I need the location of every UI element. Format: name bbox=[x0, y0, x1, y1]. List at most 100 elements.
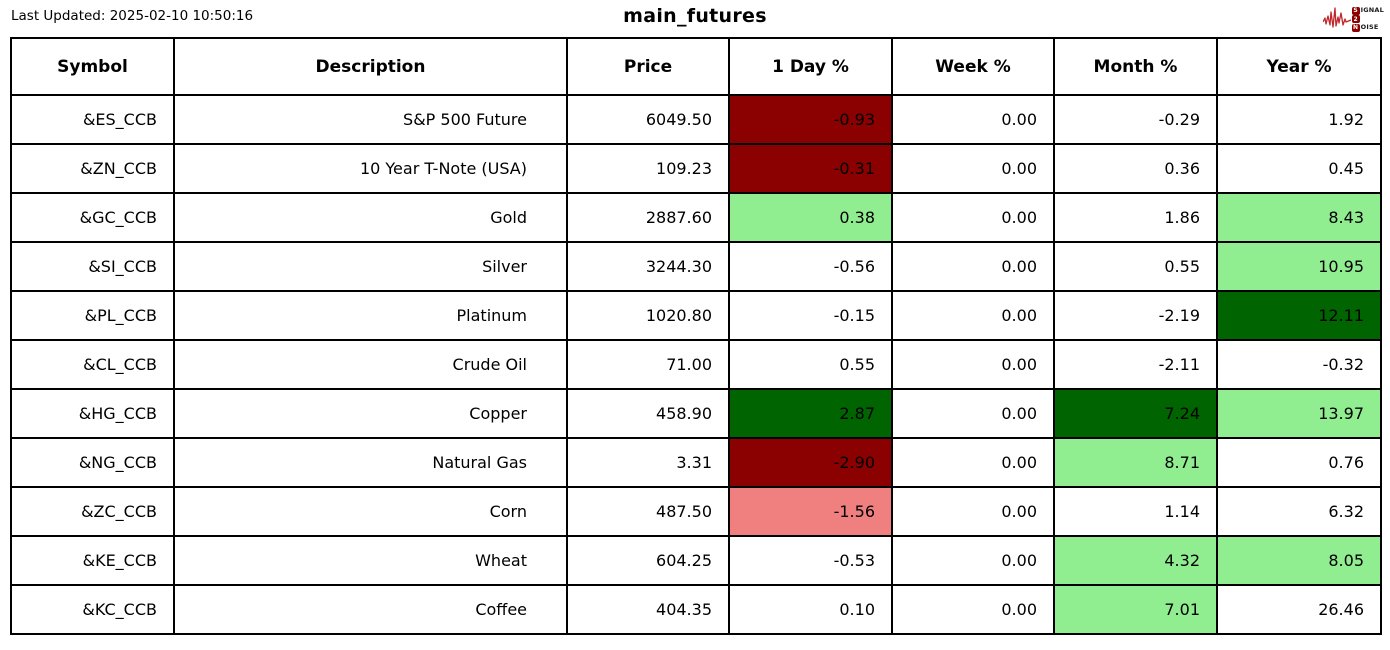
column-header-price: Price bbox=[566, 37, 730, 96]
table-row: &NG_CCB Natural Gas 3.31 -2.90 0.00 8.71 0.76 bbox=[10, 437, 1382, 488]
page-title: main_futures bbox=[623, 5, 767, 27]
cell-symbol: &SI_CCB bbox=[10, 241, 175, 292]
cell-1day-pct: 2.87 bbox=[728, 388, 893, 439]
cell-description: Copper bbox=[173, 388, 568, 439]
cell-1day-pct: 0.38 bbox=[728, 192, 893, 243]
cell-month-pct: 7.01 bbox=[1053, 584, 1218, 635]
signal-2-noise-logo: S IGNAL 2 N OISE bbox=[1322, 3, 1384, 35]
cell-week-pct: 0.00 bbox=[891, 192, 1055, 243]
logo-badge-n: N bbox=[1351, 23, 1360, 32]
cell-week-pct: 0.00 bbox=[891, 241, 1055, 292]
cell-price: 458.90 bbox=[566, 388, 730, 439]
cell-week-pct: 0.00 bbox=[891, 290, 1055, 341]
cell-month-pct: 1.86 bbox=[1053, 192, 1218, 243]
cell-price: 2887.60 bbox=[566, 192, 730, 243]
cell-week-pct: 0.00 bbox=[891, 339, 1055, 390]
cell-year-pct: 26.46 bbox=[1216, 584, 1382, 635]
table-body: &ES_CCB S&P 500 Future 6049.50 -0.93 0.00 -0.… bbox=[10, 94, 1382, 635]
cell-price: 6049.50 bbox=[566, 94, 730, 145]
cell-symbol: &KE_CCB bbox=[10, 535, 175, 586]
cell-week-pct: 0.00 bbox=[891, 94, 1055, 145]
cell-price: 1020.80 bbox=[566, 290, 730, 341]
table-row: &ZN_CCB 10 Year T-Note (USA) 109.23 -0.31 0.… bbox=[10, 143, 1382, 194]
table-row: &SI_CCB Silver 3244.30 -0.56 0.00 0.55 10.95 bbox=[10, 241, 1382, 292]
cell-month-pct: -2.11 bbox=[1053, 339, 1218, 390]
cell-month-pct: 8.71 bbox=[1053, 437, 1218, 488]
column-header-1day-pct: 1 Day % bbox=[728, 37, 893, 96]
cell-price: 109.23 bbox=[566, 143, 730, 194]
cell-symbol: &KC_CCB bbox=[10, 584, 175, 635]
cell-symbol: &HG_CCB bbox=[10, 388, 175, 439]
cell-week-pct: 0.00 bbox=[891, 143, 1055, 194]
cell-month-pct: 1.14 bbox=[1053, 486, 1218, 537]
table-row: &KC_CCB Coffee 404.35 0.10 0.00 7.01 26.46 bbox=[10, 584, 1382, 635]
cell-description: Crude Oil bbox=[173, 339, 568, 390]
cell-description: Natural Gas bbox=[173, 437, 568, 488]
cell-1day-pct: -1.56 bbox=[728, 486, 893, 537]
cell-month-pct: -0.29 bbox=[1053, 94, 1218, 145]
table-row: &ES_CCB S&P 500 Future 6049.50 -0.93 0.00 -0.… bbox=[10, 94, 1382, 145]
cell-description: Wheat bbox=[173, 535, 568, 586]
cell-week-pct: 0.00 bbox=[891, 388, 1055, 439]
cell-week-pct: 0.00 bbox=[891, 437, 1055, 488]
cell-year-pct: -0.32 bbox=[1216, 339, 1382, 390]
table-row: &HG_CCB Copper 458.90 2.87 0.00 7.24 13.97 bbox=[10, 388, 1382, 439]
table-row: &KE_CCB Wheat 604.25 -0.53 0.00 4.32 8.05 bbox=[10, 535, 1382, 586]
cell-year-pct: 8.43 bbox=[1216, 192, 1382, 243]
cell-week-pct: 0.00 bbox=[891, 486, 1055, 537]
cell-symbol: &NG_CCB bbox=[10, 437, 175, 488]
cell-symbol: &ZN_CCB bbox=[10, 143, 175, 194]
cell-1day-pct: 0.10 bbox=[728, 584, 893, 635]
cell-year-pct: 1.92 bbox=[1216, 94, 1382, 145]
cell-year-pct: 12.11 bbox=[1216, 290, 1382, 341]
cell-description: 10 Year T-Note (USA) bbox=[173, 143, 568, 194]
cell-description: Silver bbox=[173, 241, 568, 292]
cell-week-pct: 0.00 bbox=[891, 584, 1055, 635]
table-row: &CL_CCB Crude Oil 71.00 0.55 0.00 -2.11 -0.32 bbox=[10, 339, 1382, 390]
cell-year-pct: 0.45 bbox=[1216, 143, 1382, 194]
waveform-path bbox=[1322, 7, 1351, 28]
cell-month-pct: 0.55 bbox=[1053, 241, 1218, 292]
logo-badge-2: 2 bbox=[1351, 15, 1360, 23]
column-header-description: Description bbox=[173, 37, 568, 96]
logo-word-noise-rest: OISE bbox=[1360, 23, 1379, 31]
header-row: Symbol Description Price 1 Day % Week % … bbox=[10, 37, 1382, 96]
cell-month-pct: 0.36 bbox=[1053, 143, 1218, 194]
cell-description: Platinum bbox=[173, 290, 568, 341]
table-row: &PL_CCB Platinum 1020.80 -0.15 0.00 -2.19 12.1… bbox=[10, 290, 1382, 341]
cell-description: Coffee bbox=[173, 584, 568, 635]
cell-description: Gold bbox=[173, 192, 568, 243]
cell-1day-pct: -0.15 bbox=[728, 290, 893, 341]
cell-1day-pct: -0.93 bbox=[728, 94, 893, 145]
logo-badge-s: S bbox=[1351, 6, 1360, 15]
cell-year-pct: 8.05 bbox=[1216, 535, 1382, 586]
cell-description: Corn bbox=[173, 486, 568, 537]
cell-price: 3244.30 bbox=[566, 241, 730, 292]
cell-symbol: &PL_CCB bbox=[10, 290, 175, 341]
cell-month-pct: 7.24 bbox=[1053, 388, 1218, 439]
logo-line-signal: S IGNAL bbox=[1351, 6, 1384, 15]
cell-price: 71.00 bbox=[566, 339, 730, 390]
cell-description: S&P 500 Future bbox=[173, 94, 568, 145]
cell-month-pct: -2.19 bbox=[1053, 290, 1218, 341]
logo-line-2: 2 bbox=[1351, 15, 1384, 23]
cell-year-pct: 0.76 bbox=[1216, 437, 1382, 488]
cell-price: 404.35 bbox=[566, 584, 730, 635]
cell-1day-pct: -0.31 bbox=[728, 143, 893, 194]
cell-week-pct: 0.00 bbox=[891, 535, 1055, 586]
last-updated-timestamp: Last Updated: 2025-02-10 10:50:16 bbox=[11, 8, 254, 24]
column-header-week-pct: Week % bbox=[891, 37, 1055, 96]
cell-price: 3.31 bbox=[566, 437, 730, 488]
cell-1day-pct: -0.56 bbox=[728, 241, 893, 292]
cell-price: 487.50 bbox=[566, 486, 730, 537]
logo-word-signal-rest: IGNAL bbox=[1360, 6, 1384, 14]
cell-symbol: &ZC_CCB bbox=[10, 486, 175, 537]
logo-wordmark: S IGNAL 2 N OISE bbox=[1351, 6, 1384, 32]
cell-year-pct: 6.32 bbox=[1216, 486, 1382, 537]
cell-symbol: &CL_CCB bbox=[10, 339, 175, 390]
table-row: &ZC_CCB Corn 487.50 -1.56 0.00 1.14 6.32 bbox=[10, 486, 1382, 537]
cell-1day-pct: -2.90 bbox=[728, 437, 893, 488]
cell-symbol: &GC_CCB bbox=[10, 192, 175, 243]
cell-price: 604.25 bbox=[566, 535, 730, 586]
